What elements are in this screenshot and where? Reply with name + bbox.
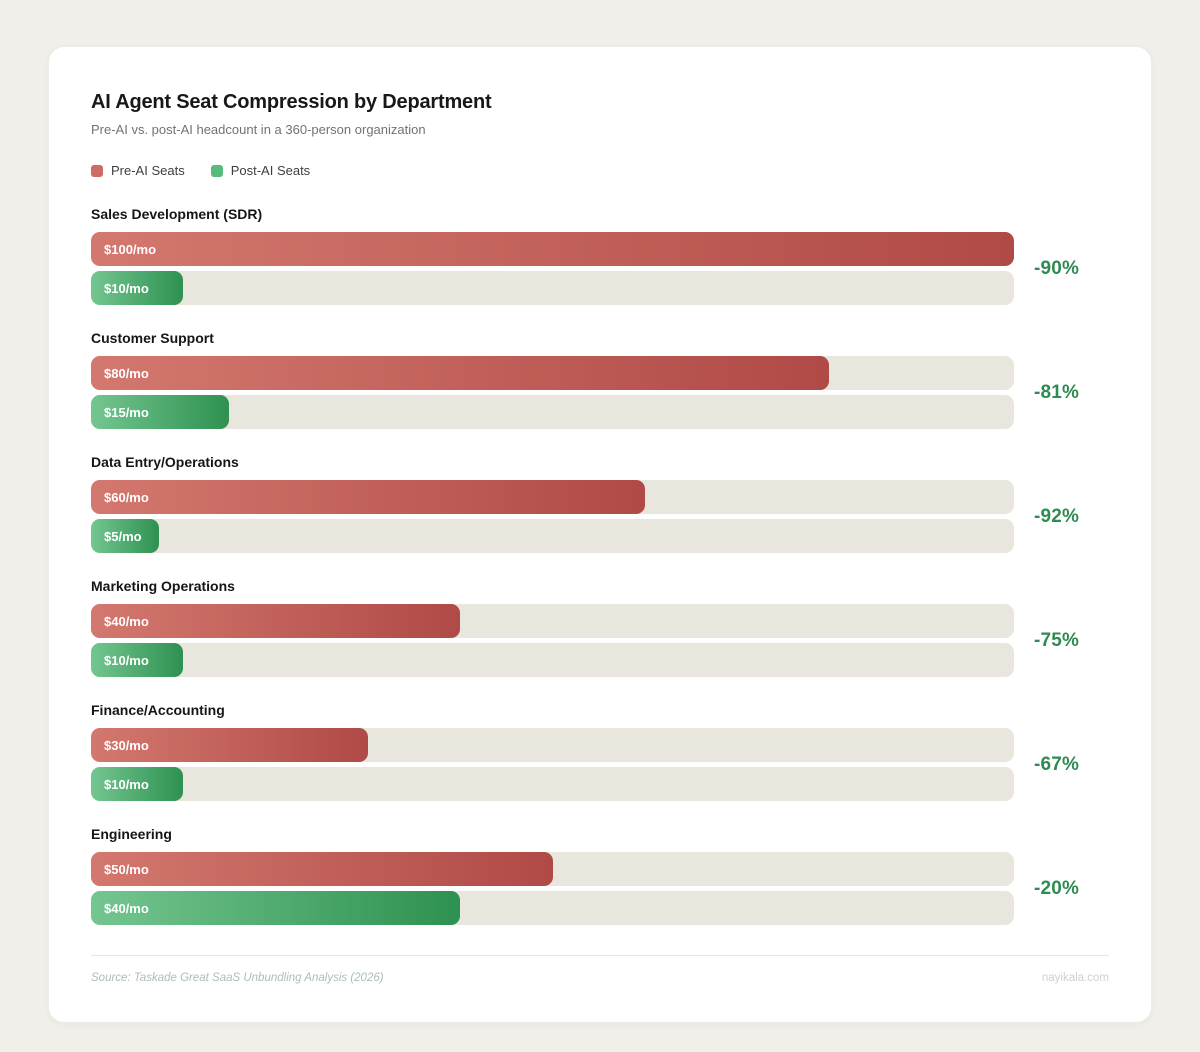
post-ai-bar: $5/mo [91,519,159,553]
pre-ai-bar-row: $100/mo [91,232,1014,266]
pre-ai-bar: $60/mo [91,480,645,514]
post-ai-bar: $10/mo [91,643,184,677]
page-subtitle: Pre-AI vs. post-AI headcount in a 360-pe… [91,122,426,137]
reduction-percentage: -92% [1034,505,1080,527]
pre-ai-bar: $100/mo [91,232,1014,266]
department-group: Marketing Operations $40/mo $10/mo -75% [91,578,1109,677]
legend-item-post-ai: Post-AI Seats [210,163,311,178]
post-ai-bar: $15/mo [91,395,230,429]
post-ai-bar: $10/mo [91,271,184,305]
pre-ai-swatch-icon [91,164,103,177]
pre-ai-bar: $30/mo [91,728,368,762]
pre-ai-bar-row: $50/mo [91,852,1014,886]
department-group: Sales Development (SDR) $100/mo $10/mo -… [91,206,1109,305]
department-group: Data Entry/Operations $60/mo $5/mo -92% [91,454,1109,553]
legend-label: Pre-AI Seats [111,163,185,178]
pre-ai-bar-row: $80/mo [91,356,1014,390]
chart-card: AI Agent Seat Compression by Department … [48,46,1152,1023]
source-note: Source: Taskade Great SaaS Unbundling An… [91,972,384,984]
bar-track [91,519,1014,553]
pre-ai-bar: $40/mo [91,604,461,638]
bar-track [91,643,1014,677]
department-label: Finance/Accounting [91,702,225,718]
post-ai-bar-row: $10/mo [91,767,1014,801]
reduction-percentage: -20% [1034,877,1080,899]
bar-pair: $50/mo $40/mo [91,852,1014,925]
page-title: AI Agent Seat Compression by Department [91,91,492,113]
bar-pair: $40/mo $10/mo [91,604,1014,677]
department-group: Customer Support $80/mo $15/mo -81% [91,330,1109,429]
legend: Pre-AI Seats Post-AI Seats [91,163,1109,178]
department-group: Engineering $50/mo $40/mo -20% [91,826,1109,925]
bar-pair: $30/mo $10/mo [91,728,1014,801]
reduction-percentage: -81% [1034,381,1080,403]
department-label: Marketing Operations [91,578,235,594]
department-group: Finance/Accounting $30/mo $10/mo -67% [91,702,1109,801]
bar-track [91,767,1014,801]
reduction-percentage: -75% [1034,629,1080,651]
department-label: Engineering [91,826,172,842]
post-ai-bar-row: $10/mo [91,271,1014,305]
post-ai-bar-row: $5/mo [91,519,1014,553]
bar-groups: Sales Development (SDR) $100/mo $10/mo -… [91,206,1109,925]
post-ai-bar-row: $10/mo [91,643,1014,677]
bar-pair: $60/mo $5/mo [91,480,1014,553]
reduction-percentage: -90% [1034,257,1080,279]
department-label: Data Entry/Operations [91,454,239,470]
legend-item-pre-ai: Pre-AI Seats [91,163,185,178]
pre-ai-bar: $50/mo [91,852,553,886]
reduction-percentage: -67% [1034,753,1080,775]
department-label: Sales Development (SDR) [91,206,263,222]
pre-ai-bar-row: $60/mo [91,480,1014,514]
pre-ai-bar-row: $40/mo [91,604,1014,638]
bar-track [91,395,1014,429]
pre-ai-bar: $80/mo [91,356,830,390]
department-label: Customer Support [91,330,214,346]
post-ai-bar: $40/mo [91,891,461,925]
bar-pair: $80/mo $15/mo [91,356,1014,429]
post-ai-bar: $10/mo [91,767,184,801]
brand-watermark: nayikala.com [1041,972,1109,984]
bar-track [91,271,1014,305]
post-ai-bar-row: $15/mo [91,395,1014,429]
footer: Source: Taskade Great SaaS Unbundling An… [91,955,1109,984]
post-ai-bar-row: $40/mo [91,891,1014,925]
pre-ai-bar-row: $30/mo [91,728,1014,762]
bar-pair: $100/mo $10/mo [91,232,1014,305]
legend-label: Post-AI Seats [230,163,311,178]
post-ai-swatch-icon [210,164,223,177]
